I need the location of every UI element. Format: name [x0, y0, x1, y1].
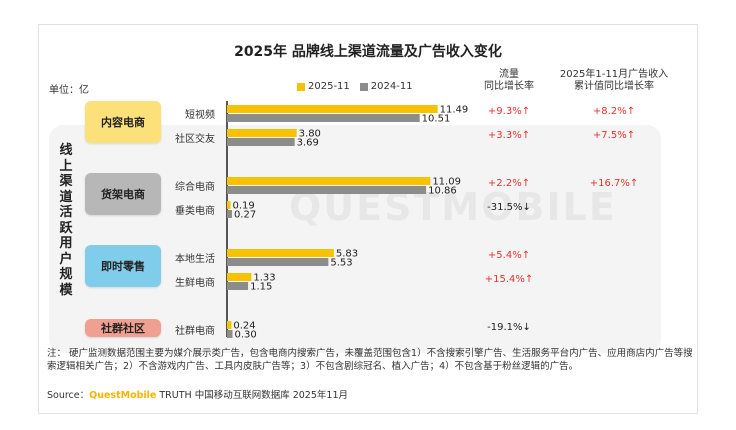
bar-2025-0 — [227, 105, 438, 113]
unit-label: 单位：亿 — [49, 85, 89, 96]
legend-label-2024: 2024-11 — [370, 81, 413, 92]
value-label-2024-1: 3.69 — [297, 138, 319, 149]
traffic-header-line1: 流量 — [499, 69, 519, 80]
value-label-2025-3: 0.19 — [232, 201, 254, 212]
chart-frame: 2025年 品牌线上渠道流量及广告收入变化 单位：亿 2025-11 2024-… — [38, 24, 698, 414]
legend-item-2025: 2025-11 — [297, 81, 350, 92]
value-label-2024-2: 10.86 — [428, 186, 457, 197]
traffic-growth-5: +15.4%↑ — [484, 274, 534, 285]
source-suffix: TRUTH 中国移动互联网数据库 2025年11月 — [156, 390, 348, 401]
source-prefix: Source： — [47, 390, 90, 401]
traffic-growth-1: +3.3%↑ — [487, 130, 531, 141]
traffic-header-line2: 同比增长率 — [484, 81, 534, 92]
value-label-2025-1: 3.80 — [299, 129, 321, 140]
bar-2024-3 — [227, 210, 232, 218]
legend-label-2025: 2025-11 — [308, 81, 350, 92]
legend-swatch-2024 — [359, 82, 368, 91]
bar-2025-3 — [227, 201, 231, 209]
traffic-growth-2: +2.2%↑ — [487, 178, 531, 189]
source-line: Source：QuestMobile TRUTH 中国移动互联网数据库 2025… — [47, 387, 348, 401]
ad-growth-0: +8.2%↑ — [592, 106, 636, 117]
ad-growth-1: +7.5%↑ — [592, 130, 636, 141]
traffic-growth-6: -19.1%↓ — [487, 322, 531, 333]
bar-2024-4 — [227, 258, 329, 266]
legend-item-2024: 2024-11 — [359, 81, 413, 92]
footnote: 注： 硬广监测数据范围主要为媒介展示类广告，包含电商内搜索广告，未覆盖范围包含1… — [47, 348, 693, 372]
traffic-growth-3: -31.5%↓ — [487, 202, 531, 213]
value-label-2024-6: 0.30 — [235, 330, 257, 341]
category-box-1: 货架电商 — [85, 173, 161, 215]
bar-2025-5 — [227, 273, 252, 281]
row-label-6: 社群电商 — [175, 326, 215, 337]
traffic-growth-0: +9.3%↑ — [487, 106, 531, 117]
chart-title: 2025年 品牌线上渠道流量及广告收入变化 — [234, 44, 502, 60]
traffic-growth-header: 流量 同比增长率 — [469, 69, 549, 93]
value-label-2025-6: 0.24 — [233, 321, 255, 332]
ad-growth-header: 2025年1-11月广告收入 累计值同比增长率 — [549, 69, 679, 93]
bar-2025-6 — [227, 321, 232, 329]
value-label-2024-0: 10.51 — [422, 114, 451, 125]
legend: 2025-11 2024-11 — [297, 81, 413, 92]
row-label-2: 综合电商 — [175, 182, 215, 193]
vertical-axis-label: 线上渠道活跃用户规模 — [59, 143, 73, 298]
traffic-growth-4: +5.4%↑ — [487, 250, 531, 261]
category-box-0: 内容电商 — [85, 101, 161, 143]
source-brand: QuestMobile — [89, 390, 157, 401]
bar-2025-2 — [227, 177, 431, 185]
ad-header-line1: 2025年1-11月广告收入 — [559, 69, 669, 80]
bar-2024-0 — [227, 114, 420, 122]
row-label-3: 垂类电商 — [175, 206, 215, 217]
ad-growth-2: +16.7%↑ — [589, 178, 639, 189]
category-box-3: 社群社区 — [85, 319, 161, 337]
bar-2024-1 — [227, 138, 295, 146]
value-label-2025-2: 11.09 — [432, 177, 461, 188]
row-label-4: 本地生活 — [175, 254, 215, 265]
bar-2024-5 — [227, 282, 249, 290]
value-label-2024-5: 1.15 — [250, 282, 272, 293]
row-label-1: 社区交友 — [175, 134, 215, 145]
category-box-2: 即时零售 — [85, 245, 161, 287]
value-label-2024-3: 0.27 — [234, 210, 256, 221]
chart-panel — [49, 125, 661, 353]
legend-swatch-2025 — [297, 82, 305, 91]
row-label-0: 短视频 — [185, 110, 215, 121]
bar-2024-6 — [227, 330, 233, 338]
value-label-2025-0: 11.49 — [440, 105, 469, 116]
ad-header-line2: 累计值同比增长率 — [574, 81, 654, 92]
bar-2025-1 — [227, 129, 297, 137]
value-label-2025-5: 1.33 — [253, 273, 275, 284]
value-label-2025-4: 5.83 — [336, 249, 358, 260]
value-label-2024-4: 5.53 — [330, 258, 352, 269]
bar-2024-2 — [227, 186, 427, 194]
row-label-5: 生鲜电商 — [175, 278, 215, 289]
bar-2025-4 — [227, 249, 334, 257]
